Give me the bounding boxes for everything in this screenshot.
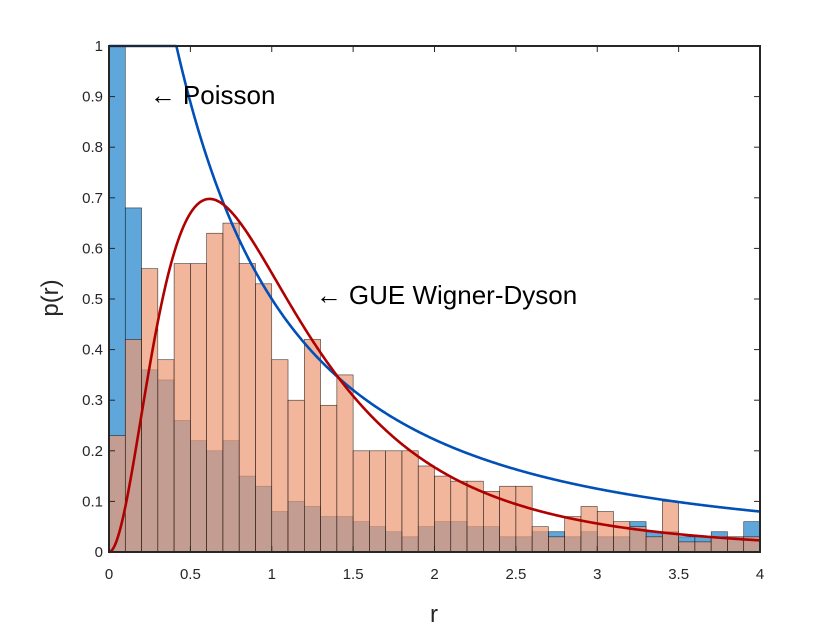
histogram-1-bar bbox=[401, 450, 419, 553]
histogram-1-bar bbox=[336, 374, 354, 553]
y-axis-title: p(r) bbox=[37, 279, 64, 316]
axis-ticks bbox=[108, 45, 761, 553]
histogram-1-bar bbox=[434, 475, 452, 553]
histogram-1-bar bbox=[450, 480, 468, 553]
histogram-1-bar bbox=[385, 450, 403, 553]
histogram-1-bar bbox=[596, 511, 614, 553]
x-tick-label: 0.5 bbox=[180, 566, 201, 583]
histogram-1-bar bbox=[548, 536, 565, 553]
gue-annotation: ← GUE Wigner-Dyson bbox=[316, 280, 578, 310]
histogram-1-bar bbox=[255, 283, 273, 553]
histogram-1-bar bbox=[483, 490, 500, 553]
y-tick-label: 0.6 bbox=[82, 240, 103, 257]
tick-labels: 0 0.5 1 1.5 2 2.5 3 3.5 4 0 0.1 0.2 0.3 0.4 0.5 0.6 0.7 0… bbox=[82, 38, 764, 583]
y-tick-label: 0.2 bbox=[82, 443, 103, 460]
density-curves bbox=[108, 44, 761, 554]
x-tick-label: 0 bbox=[105, 566, 113, 583]
histogram-1-bar bbox=[190, 263, 207, 553]
histogram-1-bar bbox=[662, 501, 679, 553]
histogram-1-bar bbox=[222, 222, 240, 553]
histogram-1-bar bbox=[238, 263, 256, 553]
histogram-1-bar bbox=[564, 516, 582, 553]
histogram-1-bar bbox=[515, 485, 533, 553]
x-tick-label: 3 bbox=[593, 566, 601, 583]
x-tick-label: 1.5 bbox=[343, 566, 364, 583]
histogram-1-bar bbox=[108, 435, 126, 553]
x-tick-label: 3.5 bbox=[668, 566, 689, 583]
y-tick-label: 1 bbox=[95, 38, 103, 55]
x-tick-label: 2.5 bbox=[505, 566, 526, 583]
y-tick-label: 0.9 bbox=[82, 89, 103, 106]
histogram-1-bar bbox=[303, 339, 321, 553]
x-axis-title: r bbox=[430, 601, 438, 628]
histogram-1-bar bbox=[645, 536, 663, 553]
curve-0 bbox=[108, 44, 761, 513]
y-tick-label: 0.1 bbox=[82, 493, 103, 510]
histogram-1-bar bbox=[124, 339, 142, 553]
histogram-1-bar bbox=[206, 232, 224, 553]
histogram-1-bar bbox=[271, 359, 289, 553]
histogram-1-bar bbox=[287, 399, 305, 553]
histogram-1-bar bbox=[417, 465, 435, 553]
y-tick-label: 0.8 bbox=[82, 139, 103, 156]
histogram-1-bar bbox=[531, 526, 549, 553]
histogram-1-bar bbox=[580, 506, 598, 553]
y-tick-label: 0.3 bbox=[82, 392, 103, 409]
histogram-1-bar bbox=[694, 541, 712, 553]
x-tick-label: 4 bbox=[756, 566, 764, 583]
histogram-1-bar bbox=[352, 450, 370, 553]
x-tick-label: 1 bbox=[268, 566, 276, 583]
y-tick-label: 0 bbox=[95, 544, 103, 561]
curve-1 bbox=[108, 197, 761, 554]
y-tick-label: 0.7 bbox=[82, 190, 103, 207]
histogram-1-bar bbox=[157, 359, 175, 553]
histogram-1-bar bbox=[141, 268, 159, 553]
histogram-1-bar bbox=[499, 485, 517, 553]
poisson-annotation: ← Poisson bbox=[150, 80, 276, 110]
histogram-1-bar bbox=[320, 404, 338, 553]
histogram-1-bar bbox=[678, 541, 696, 553]
y-tick-label: 0.5 bbox=[82, 291, 103, 308]
histogram-1-bar bbox=[369, 450, 386, 553]
x-tick-label: 2 bbox=[430, 566, 438, 583]
y-tick-label: 0.4 bbox=[82, 342, 103, 359]
histogram-1-bar bbox=[173, 263, 191, 553]
